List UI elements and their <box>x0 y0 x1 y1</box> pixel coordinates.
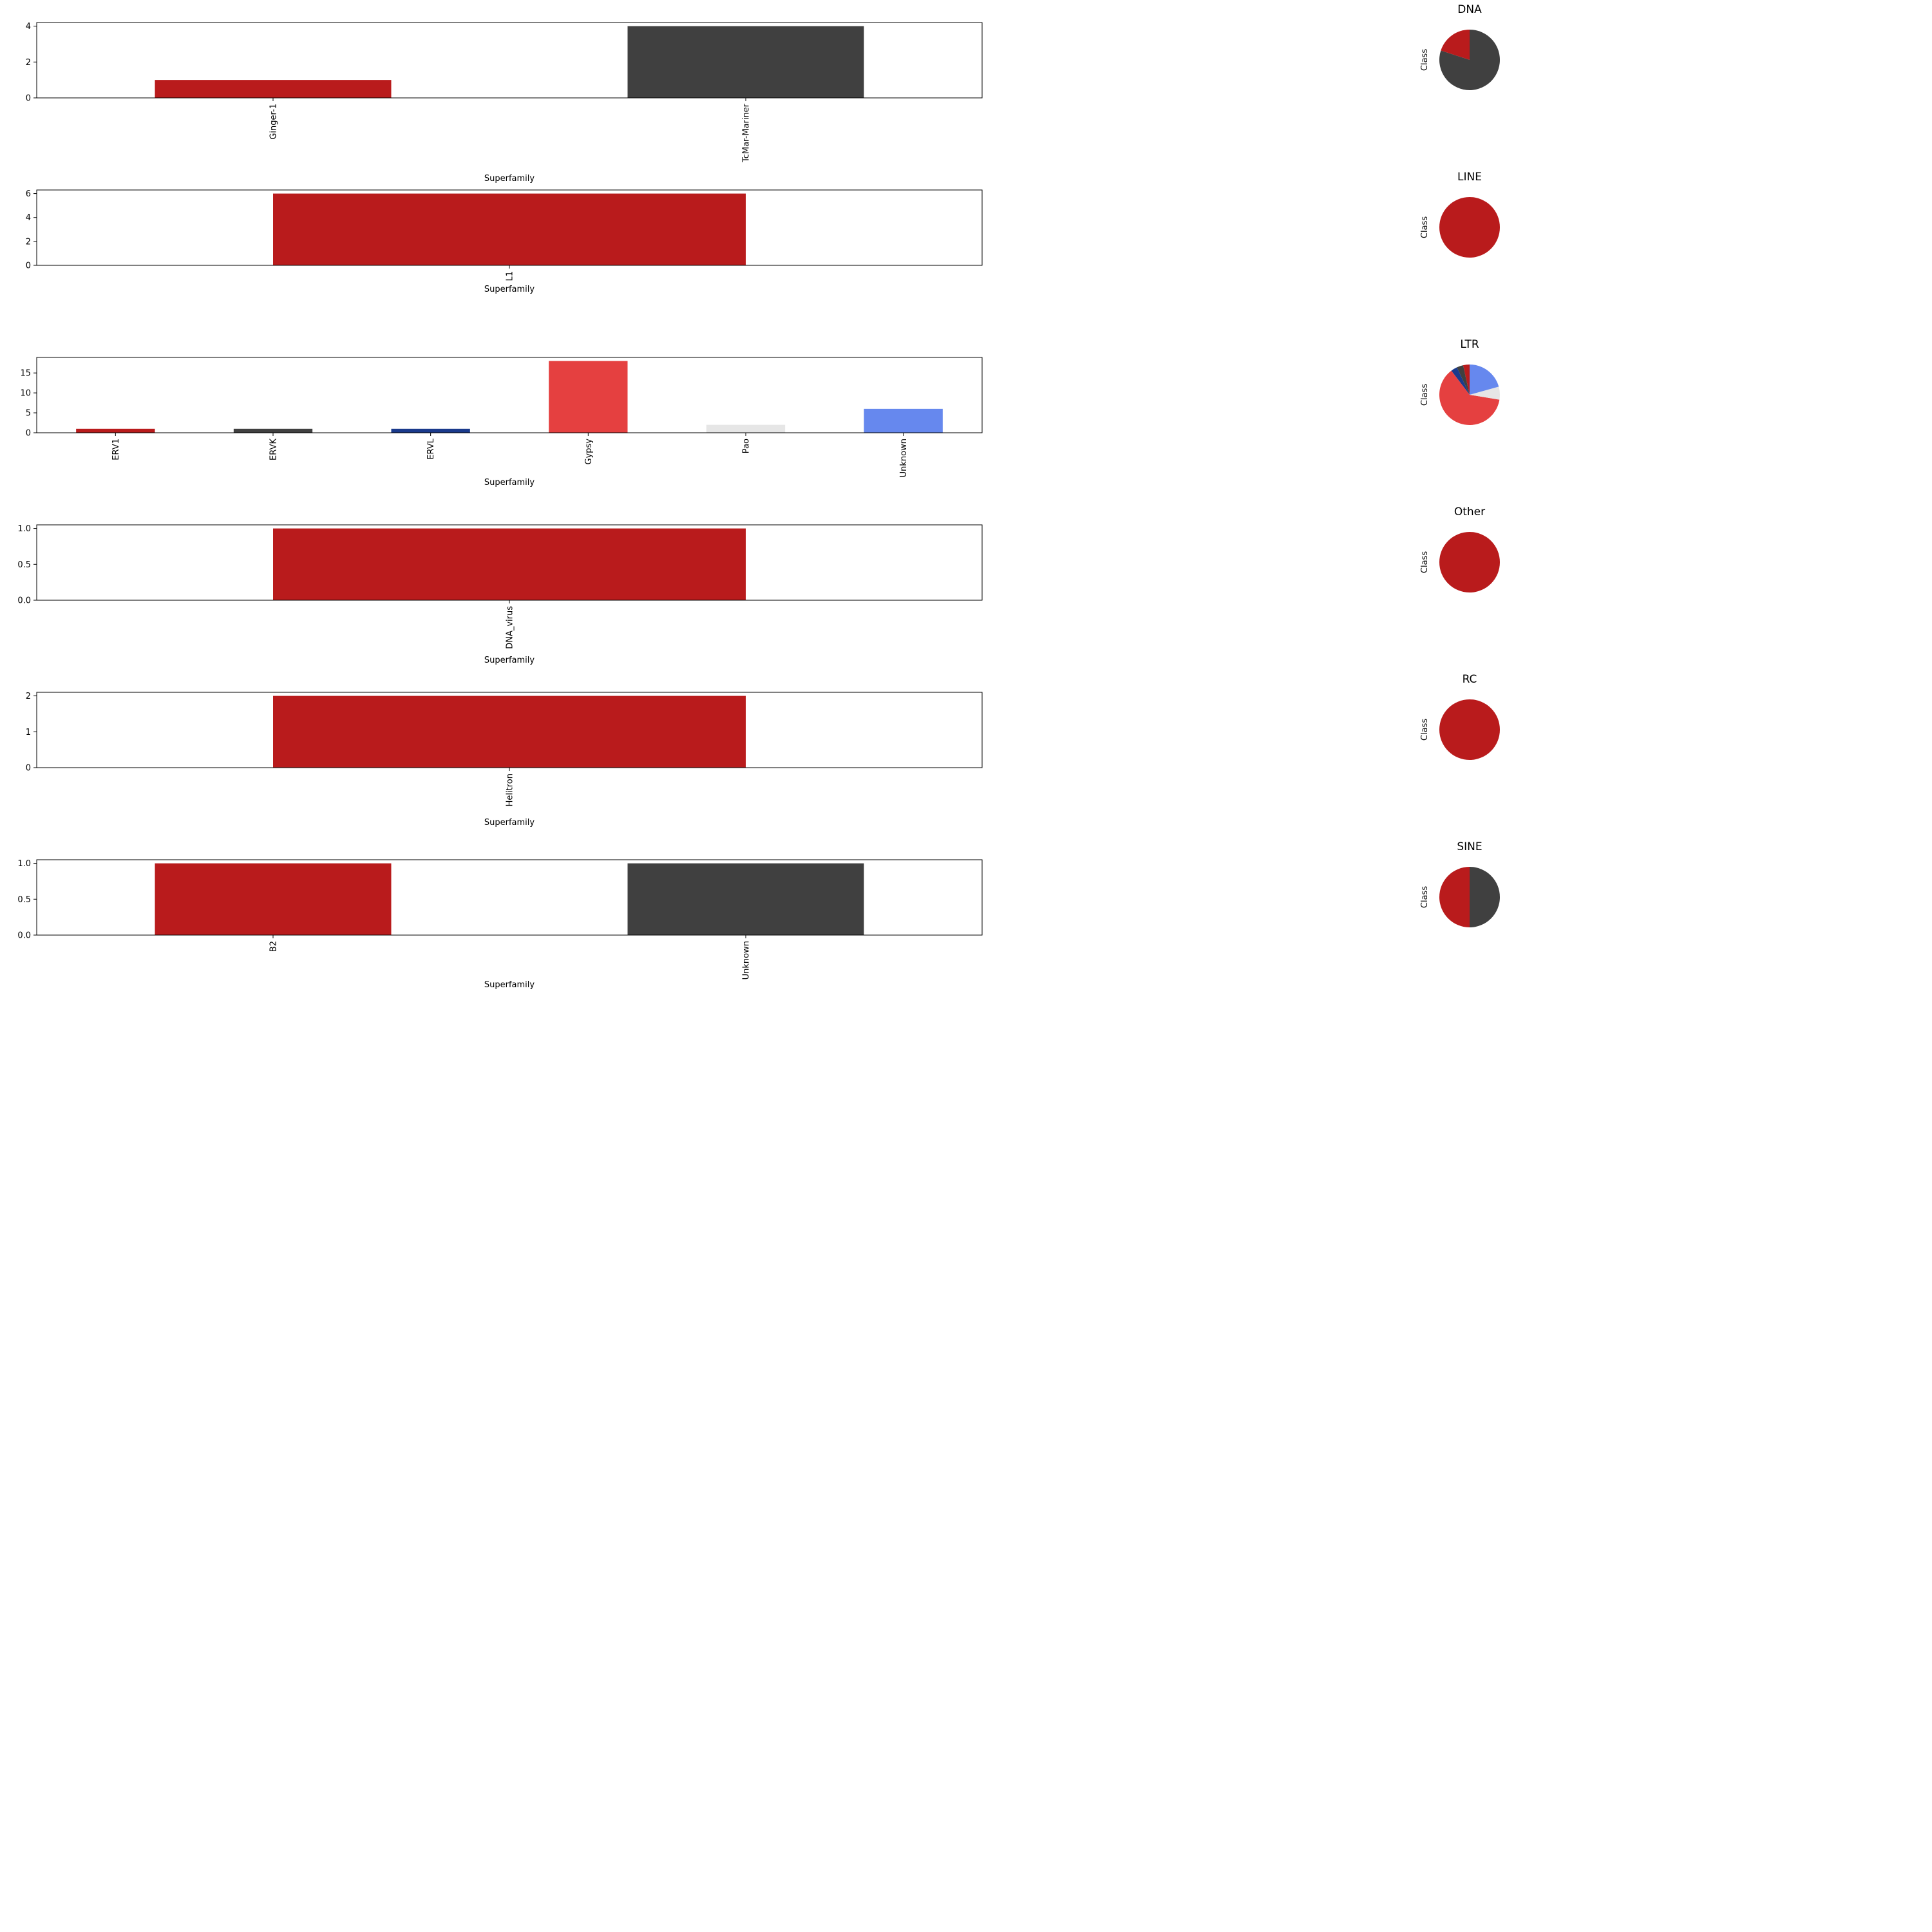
bar-chart-rc: 0 1 2 Helitron Superfamily <box>26 692 983 828</box>
pie-title: LINE <box>1457 171 1482 184</box>
bar-unknown <box>864 408 943 433</box>
pie-chart-dna: DNA Class <box>1420 3 1500 90</box>
bar-gypsy <box>549 361 628 433</box>
y-tick-label: 2 <box>26 58 31 68</box>
bar-chart-ltr: 0 5 10 15 ERV1 ERVK ERVL Gypsy Pao Unknown Superfa… <box>20 357 983 488</box>
y-tick-label: 5 <box>26 409 31 419</box>
pie-slice-ginger-1 <box>1441 30 1470 60</box>
pie-title: RC <box>1463 673 1477 686</box>
y-tick-label: 0.0 <box>17 596 31 606</box>
bar-l1 <box>273 193 746 265</box>
pie-y-label: Class <box>1420 886 1430 908</box>
y-tick-label: 1.0 <box>17 524 31 534</box>
pie-y-label: Class <box>1420 384 1430 406</box>
x-axis-label: Superfamily <box>484 285 535 294</box>
pie-slice-pao <box>1470 386 1500 400</box>
x-tick-label: B2 <box>269 941 279 952</box>
pie-slice-erv1 <box>1463 365 1470 395</box>
x-tick-label: TcMar-Mariner <box>742 103 752 163</box>
y-tick-label: 1 <box>26 728 31 737</box>
x-tick-label: ERVK <box>269 439 279 460</box>
y-tick-label: 15 <box>20 369 31 379</box>
bar-ervk <box>233 428 313 433</box>
y-tick-label: 4 <box>26 22 31 32</box>
pie-slice-unknown <box>1470 867 1500 927</box>
pie-title: LTR <box>1460 338 1479 351</box>
bar-erv1 <box>76 428 155 433</box>
y-tick-label: 1.0 <box>17 859 31 869</box>
pie-title: Other <box>1454 506 1485 518</box>
x-tick-label: Gypsy <box>584 439 594 465</box>
x-axis-label: Superfamily <box>484 174 535 184</box>
y-tick-label: 6 <box>26 189 31 199</box>
bar-chart-line: 0 2 4 6 L1 Superfamily <box>26 189 983 294</box>
x-tick-label: Unknown <box>742 941 752 980</box>
bar-ginger-1 <box>155 80 392 98</box>
x-axis-label: Superfamily <box>484 656 535 665</box>
x-tick-label: DNA_virus <box>506 606 515 649</box>
y-tick-label: 0.0 <box>17 931 31 941</box>
pie-slice-tcmar-mariner <box>1439 30 1500 90</box>
x-tick-label: ERVL <box>426 438 436 459</box>
pie-slice-ervk <box>1457 365 1470 395</box>
x-axis-label: Superfamily <box>484 980 535 990</box>
x-axis-label: Superfamily <box>484 478 535 488</box>
pie-slice-b2 <box>1439 867 1470 927</box>
pie-chart-sine: SINE Class <box>1420 840 1500 927</box>
x-tick-label: Unknown <box>899 439 909 477</box>
pie-slice-dna_virus <box>1439 532 1500 592</box>
pie-y-label: Class <box>1420 719 1430 741</box>
y-tick-label: 4 <box>26 213 31 223</box>
x-axis-label: Superfamily <box>484 818 535 828</box>
x-tick-label: Ginger-1 <box>269 104 279 140</box>
axes-frame <box>36 22 983 99</box>
pie-title: DNA <box>1457 3 1482 16</box>
y-tick-label: 2 <box>26 692 31 701</box>
pie-chart-ltr: LTR Class <box>1420 338 1500 426</box>
pie-chart-line: LINE Class <box>1420 171 1500 258</box>
y-tick-label: 0 <box>26 429 31 439</box>
pie-chart-rc: RC Class <box>1420 673 1500 760</box>
bar-chart-dna: 0 2 4 Ginger-1 TcMar-Mariner Superfamily <box>26 22 983 184</box>
axes-frame <box>36 357 983 433</box>
bar-unknown <box>627 863 864 935</box>
pie-title: SINE <box>1457 840 1482 853</box>
y-tick-label: 10 <box>20 389 31 399</box>
x-tick-label: L1 <box>506 271 515 281</box>
bar-chart-other: 0.0 0.5 1.0 DNA_virus Superfamily <box>17 524 983 665</box>
y-tick-label: 0.5 <box>17 895 31 905</box>
pie-slice-l1 <box>1439 197 1500 258</box>
y-tick-label: 0 <box>26 261 31 271</box>
bar-ervl <box>391 428 470 433</box>
pie-slice-gypsy <box>1439 370 1500 426</box>
charts-layer: 0 2 4 Ginger-1 TcMar-Mariner Superfamily 0 2 4 6 L… <box>17 3 1500 990</box>
x-tick-label: Pao <box>742 439 752 453</box>
bar-pao <box>706 424 786 433</box>
x-tick-label: ERV1 <box>111 439 121 460</box>
pie-y-label: Class <box>1420 551 1430 573</box>
pie-slice-unknown <box>1470 365 1499 395</box>
bar-tcmar-mariner <box>627 26 864 99</box>
y-tick-label: 0 <box>26 94 31 104</box>
y-tick-label: 0.5 <box>17 560 31 570</box>
bar-b2 <box>155 863 392 935</box>
bar-dna_virus <box>273 528 746 600</box>
y-tick-label: 0 <box>26 764 31 773</box>
pie-y-label: Class <box>1420 49 1430 71</box>
y-tick-label: 2 <box>26 237 31 247</box>
axes-frame <box>36 859 983 936</box>
pie-slice-helitron <box>1439 699 1500 760</box>
pie-slice-ervl <box>1451 367 1470 395</box>
bar-helitron <box>273 696 746 768</box>
pie-y-label: Class <box>1420 216 1430 238</box>
bar-chart-sine: 0.0 0.5 1.0 B2 Unknown Superfamily <box>17 859 983 990</box>
pie-chart-other: Other Class <box>1420 506 1500 592</box>
x-tick-label: Helitron <box>506 773 515 806</box>
